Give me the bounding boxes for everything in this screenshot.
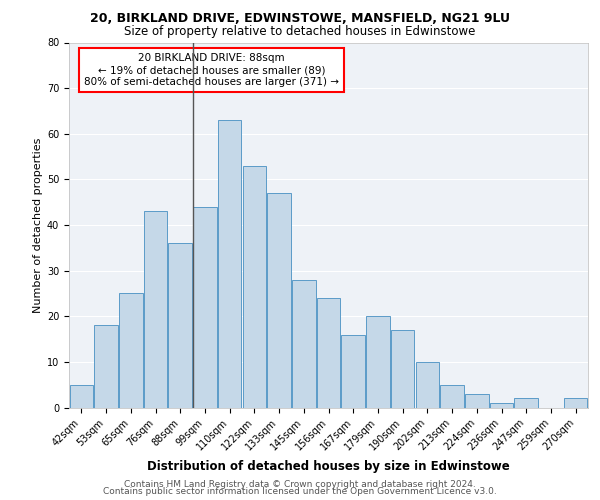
Bar [218, 120, 241, 408]
Bar [465, 394, 488, 407]
X-axis label: Distribution of detached houses by size in Edwinstowe: Distribution of detached houses by size … [147, 460, 510, 473]
Text: Size of property relative to detached houses in Edwinstowe: Size of property relative to detached ho… [124, 25, 476, 38]
Text: Contains public sector information licensed under the Open Government Licence v3: Contains public sector information licen… [103, 488, 497, 496]
Text: Contains HM Land Registry data © Crown copyright and database right 2024.: Contains HM Land Registry data © Crown c… [124, 480, 476, 489]
Bar [193, 207, 217, 408]
Bar [119, 294, 143, 408]
Bar [169, 244, 192, 408]
Bar [268, 193, 291, 408]
Text: 20, BIRKLAND DRIVE, EDWINSTOWE, MANSFIELD, NG21 9LU: 20, BIRKLAND DRIVE, EDWINSTOWE, MANSFIEL… [90, 12, 510, 26]
Bar [416, 362, 439, 408]
Y-axis label: Number of detached properties: Number of detached properties [33, 138, 43, 312]
Bar [514, 398, 538, 407]
Text: 20 BIRKLAND DRIVE: 88sqm
← 19% of detached houses are smaller (89)
80% of semi-d: 20 BIRKLAND DRIVE: 88sqm ← 19% of detach… [84, 54, 339, 86]
Bar [564, 398, 587, 407]
Bar [317, 298, 340, 408]
Bar [490, 403, 513, 407]
Bar [440, 384, 464, 407]
Bar [341, 334, 365, 407]
Bar [70, 384, 93, 407]
Bar [391, 330, 415, 407]
Bar [366, 316, 389, 408]
Bar [292, 280, 316, 407]
Bar [94, 326, 118, 407]
Bar [242, 166, 266, 408]
Bar [144, 212, 167, 408]
